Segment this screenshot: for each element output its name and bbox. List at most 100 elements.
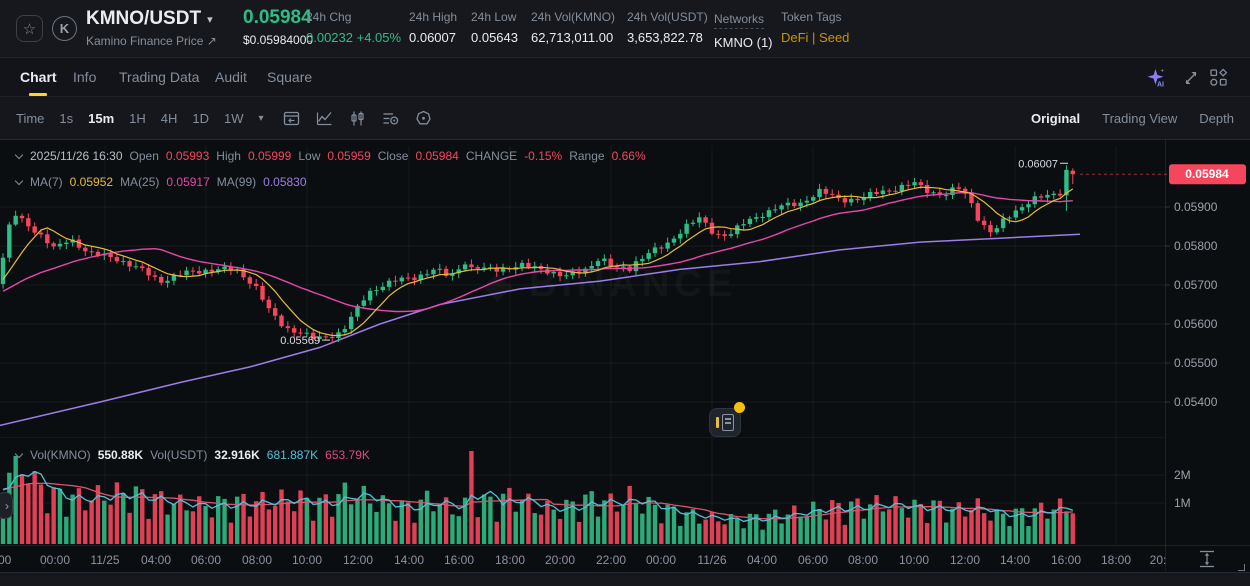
sidebar-expand-handle[interactable]: › bbox=[0, 492, 13, 519]
svg-text:06:00: 06:00 bbox=[191, 553, 221, 567]
svg-text:14:00: 14:00 bbox=[394, 553, 424, 567]
interval-1d[interactable]: 1D bbox=[192, 110, 210, 126]
chart-news-widget[interactable] bbox=[709, 402, 745, 437]
external-link-icon: ↗ bbox=[206, 34, 217, 48]
vol-ma-fast-value: 681.887K bbox=[266, 448, 319, 462]
svg-text:AI: AI bbox=[1157, 82, 1164, 89]
ohlc-range: 0.66% bbox=[611, 149, 646, 163]
apps-menu-button[interactable] bbox=[1208, 67, 1230, 89]
last-price-usd: $0.05984000 bbox=[243, 33, 314, 47]
ai-sparkle-icon: + AI bbox=[1147, 69, 1165, 89]
svg-text:00:00: 00:00 bbox=[40, 553, 70, 567]
view-original[interactable]: Original bbox=[1031, 110, 1081, 126]
interval-1w[interactable]: 1W bbox=[224, 110, 244, 126]
tab-audit[interactable]: Audit bbox=[215, 69, 247, 85]
time-scale-reset-button[interactable] bbox=[1196, 549, 1218, 569]
stat-24h-vol-base: 24h Vol(KMNO) 62,713,011.00 bbox=[531, 10, 616, 45]
ohlc-info-row: 2025/11/26 16:30 Open 0.05993 High 0.05999… bbox=[14, 149, 646, 163]
active-tab-underline bbox=[29, 93, 48, 96]
stat-token-tags[interactable]: Token Tags DeFi | Seed bbox=[781, 10, 850, 45]
chevron-right-icon: › bbox=[5, 498, 9, 513]
pair-name: KMNO/USDT bbox=[86, 8, 202, 29]
ohlc-low: 0.05959 bbox=[327, 149, 371, 163]
chart-toolbar: Time 1s 15m 1H 4H 1D 1W ▾ bbox=[0, 97, 1250, 140]
svg-text:10:00: 10:00 bbox=[292, 553, 322, 567]
svg-text:0.05600: 0.05600 bbox=[1174, 317, 1218, 331]
stat-networks[interactable]: Networks KMNO (1) bbox=[714, 12, 773, 50]
svg-text:08:00: 08:00 bbox=[242, 553, 272, 567]
pair-header: ☆ K KMNO/USDT ▾ Kamino Finance Price ↗ 0… bbox=[0, 0, 1250, 58]
svg-text:14:00: 14:00 bbox=[1000, 553, 1030, 567]
svg-text:16:00: 16:00 bbox=[444, 553, 474, 567]
stat-24h-high: 24h High 0.06007 bbox=[409, 10, 458, 45]
coin-logo-icon: K bbox=[52, 16, 77, 41]
line-chart-icon bbox=[316, 111, 332, 125]
tab-info[interactable]: Info bbox=[73, 69, 97, 85]
ohlc-high: 0.05999 bbox=[247, 149, 292, 163]
time-label: Time bbox=[16, 110, 45, 126]
svg-text:20:00: 20:00 bbox=[545, 553, 575, 567]
page-tabs: Chart Info Trading Data Audit Square + A… bbox=[0, 58, 1250, 97]
stat-24h-chg: 24h Chg 0.00232 +4.05% bbox=[306, 10, 402, 45]
svg-text:08:00: 08:00 bbox=[848, 553, 878, 567]
svg-text:20:: 20: bbox=[1150, 553, 1167, 567]
ai-assistant-button[interactable]: + AI bbox=[1146, 67, 1168, 89]
svg-text:0.06007: 0.06007 bbox=[1018, 158, 1058, 170]
ma-info-row: MA(7) 0.05952 MA(25) 0.05917 MA(99) 0.05830 bbox=[14, 175, 307, 189]
svg-text:0.05400: 0.05400 bbox=[1174, 395, 1218, 409]
tab-trading-data[interactable]: Trading Data bbox=[119, 69, 200, 85]
interval-1h[interactable]: 1H bbox=[129, 110, 146, 126]
collapse-volume-chevron-icon[interactable] bbox=[14, 451, 23, 460]
svg-text:04:00: 04:00 bbox=[747, 553, 777, 567]
svg-text:11/25: 11/25 bbox=[90, 553, 119, 567]
candles-icon bbox=[350, 111, 364, 125]
interval-4h[interactable]: 4H bbox=[160, 110, 178, 126]
svg-text:0.05800: 0.05800 bbox=[1174, 239, 1218, 253]
chart-style-button[interactable] bbox=[315, 109, 334, 128]
svg-text:00:00: 00:00 bbox=[646, 553, 676, 567]
binance-diamond-icon: ◆ bbox=[483, 262, 517, 307]
tab-square[interactable]: Square bbox=[267, 69, 313, 85]
collapse-ohlc-chevron-icon[interactable] bbox=[14, 152, 23, 161]
ohlc-open: 0.05993 bbox=[165, 149, 210, 163]
axis-resize-handle[interactable] bbox=[1238, 564, 1245, 571]
fullscreen-button[interactable] bbox=[1181, 68, 1203, 90]
svg-text:04:00: 04:00 bbox=[141, 553, 171, 567]
view-tradingview[interactable]: Trading View bbox=[1102, 110, 1178, 126]
pair-selector[interactable]: KMNO/USDT ▾ bbox=[86, 8, 217, 30]
svg-text:0.05500: 0.05500 bbox=[1174, 356, 1218, 370]
indicators-button[interactable] bbox=[381, 109, 400, 128]
expand-icon bbox=[1185, 72, 1197, 84]
more-intervals-caret[interactable]: ▾ bbox=[258, 112, 264, 124]
collapse-ma-chevron-icon[interactable] bbox=[14, 178, 23, 187]
star-icon: ☆ bbox=[22, 20, 37, 38]
svg-text:+: + bbox=[1161, 69, 1165, 75]
vol-kmno-value: 550.88K bbox=[97, 448, 144, 462]
tab-chart[interactable]: Chart bbox=[20, 58, 57, 96]
chart-settings-button[interactable] bbox=[414, 109, 433, 128]
bottom-strip bbox=[0, 572, 1250, 586]
interval-15m[interactable]: 15m bbox=[88, 110, 115, 126]
caret-down-icon: ▾ bbox=[207, 13, 213, 26]
notification-dot bbox=[734, 402, 745, 413]
ohlc-close: 0.05984 bbox=[415, 149, 459, 163]
candlestick-style-button[interactable] bbox=[348, 109, 367, 128]
svg-text:10:00: 10:00 bbox=[899, 553, 929, 567]
svg-text::00: :00 bbox=[0, 553, 12, 567]
view-depth[interactable]: Depth bbox=[1199, 110, 1234, 126]
ma25-value: 0.05917 bbox=[166, 175, 210, 189]
svg-text:2M: 2M bbox=[1174, 468, 1191, 482]
price-source-link[interactable]: Kamino Finance Price ↗ bbox=[86, 34, 217, 48]
candlestick-chart[interactable]: 0.05900 0.05800 0.05700 0.05600 0.05500 0.054… bbox=[0, 140, 1250, 586]
ma7-value: 0.05952 bbox=[69, 175, 114, 189]
stat-24h-low: 24h Low 0.05643 bbox=[471, 10, 518, 45]
favorite-button[interactable]: ☆ bbox=[16, 15, 43, 42]
gear-icon bbox=[415, 110, 431, 124]
ma99-value: 0.05830 bbox=[263, 175, 307, 189]
calendar-icon bbox=[283, 111, 299, 125]
interval-1s[interactable]: 1s bbox=[59, 110, 74, 126]
svg-text:0.05700: 0.05700 bbox=[1174, 278, 1218, 292]
svg-text:22:00: 22:00 bbox=[596, 553, 626, 567]
svg-text:12:00: 12:00 bbox=[343, 553, 373, 567]
date-range-button[interactable] bbox=[282, 109, 301, 128]
